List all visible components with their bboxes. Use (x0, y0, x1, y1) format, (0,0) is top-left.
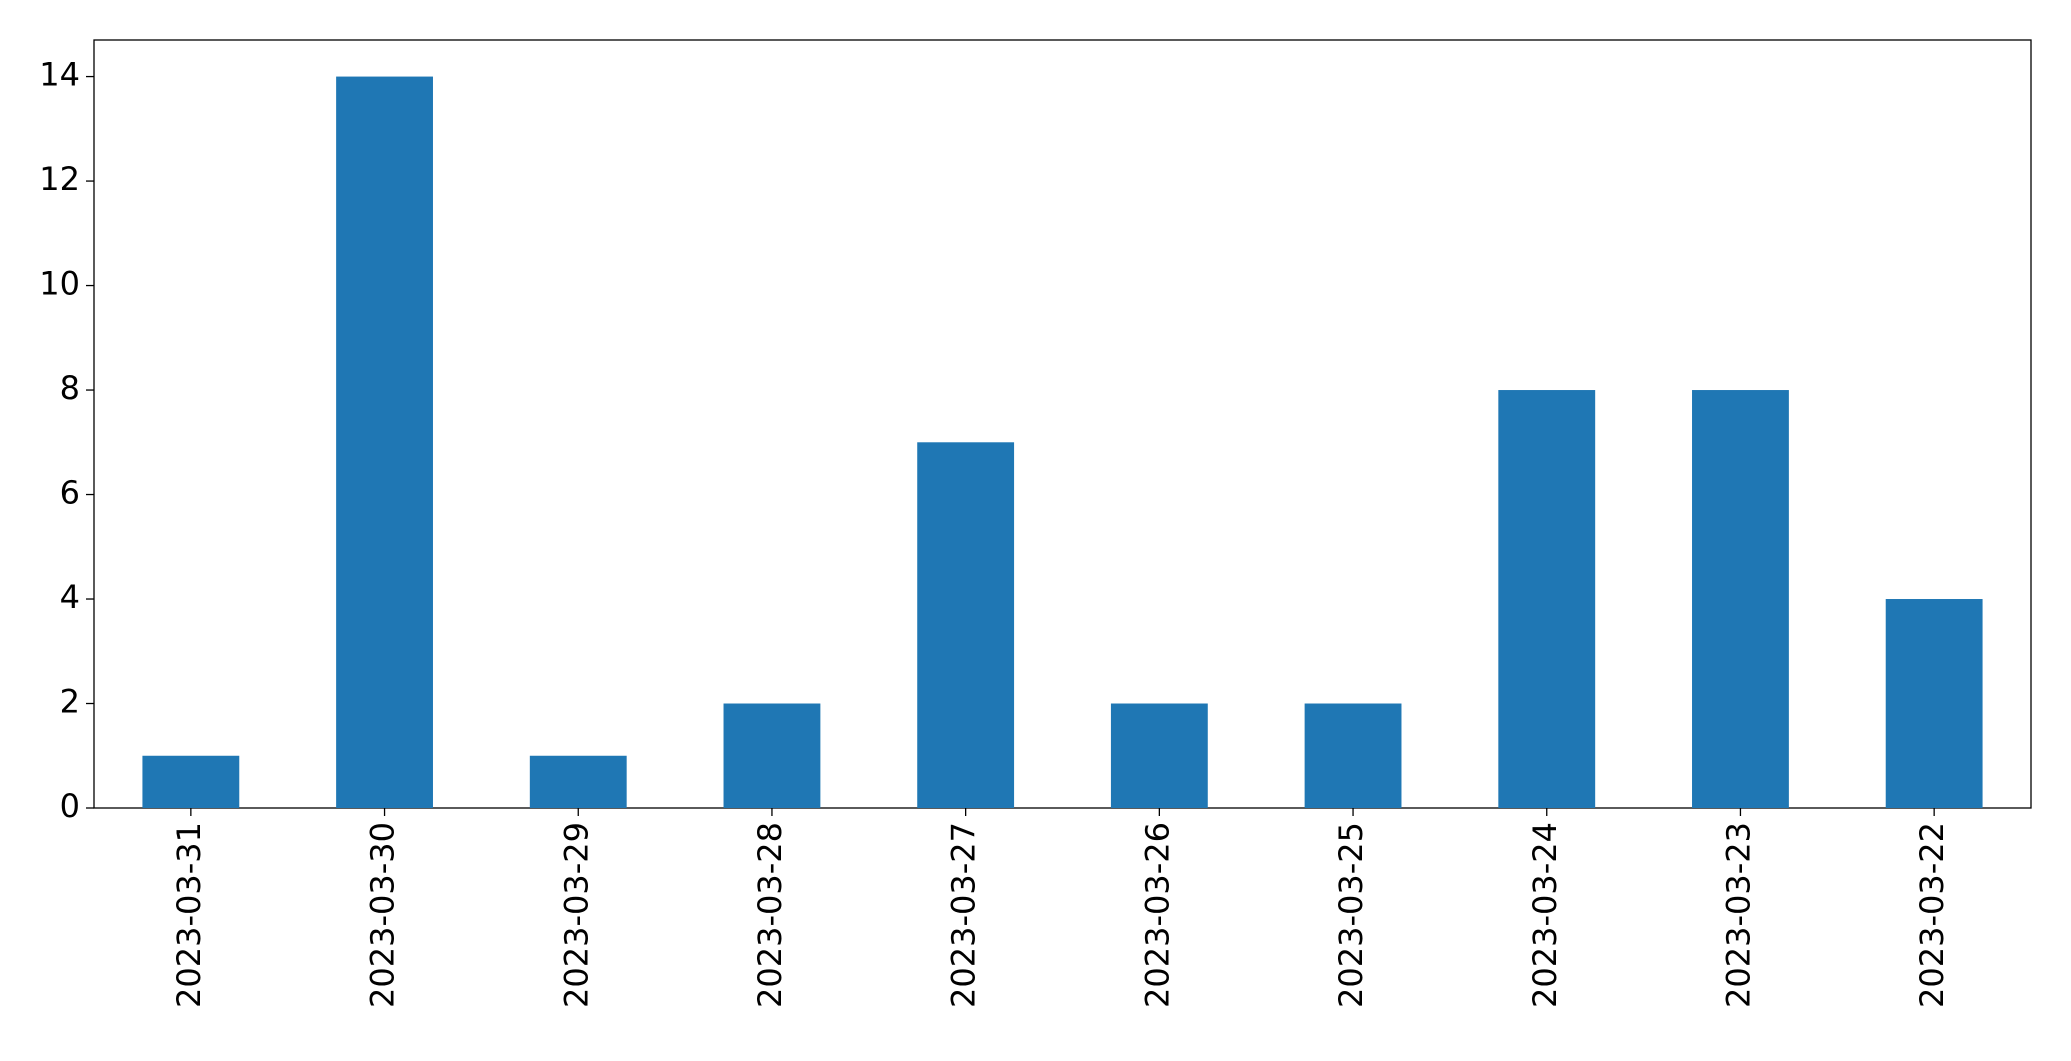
x-tick-label: 2023-03-25 (1332, 822, 1370, 1008)
y-tick-label: 4 (60, 578, 80, 616)
x-tick-label: 2023-03-28 (751, 822, 789, 1008)
bar (1304, 703, 1402, 808)
bar (1498, 390, 1596, 808)
y-tick-label: 6 (60, 474, 80, 512)
y-tick-label: 2 (60, 683, 80, 721)
x-tick-label: 2023-03-22 (1913, 822, 1951, 1008)
x-tick-label: 2023-03-23 (1719, 822, 1757, 1008)
bar (917, 442, 1015, 808)
bar (1692, 390, 1789, 808)
x-tick-label: 2023-03-24 (1526, 822, 1564, 1008)
y-tick-label: 10 (39, 265, 80, 303)
bar (1885, 599, 1983, 808)
x-tick-label: 2023-03-26 (1138, 822, 1176, 1008)
x-tick-label: 2023-03-30 (364, 822, 402, 1008)
x-tick-label: 2023-03-27 (945, 822, 983, 1008)
bar (142, 755, 240, 808)
bar (723, 703, 821, 808)
y-tick-label: 8 (60, 369, 80, 407)
y-tick-label: 12 (39, 160, 80, 198)
x-tick-label: 2023-03-29 (557, 822, 595, 1008)
bar (1110, 703, 1208, 808)
bar (529, 755, 627, 808)
y-tick-label: 0 (60, 787, 80, 825)
axes-frame (93, 39, 2032, 809)
y-tick-label: 14 (39, 56, 80, 94)
x-tick-label: 2023-03-31 (170, 822, 208, 1008)
bar (336, 76, 433, 809)
